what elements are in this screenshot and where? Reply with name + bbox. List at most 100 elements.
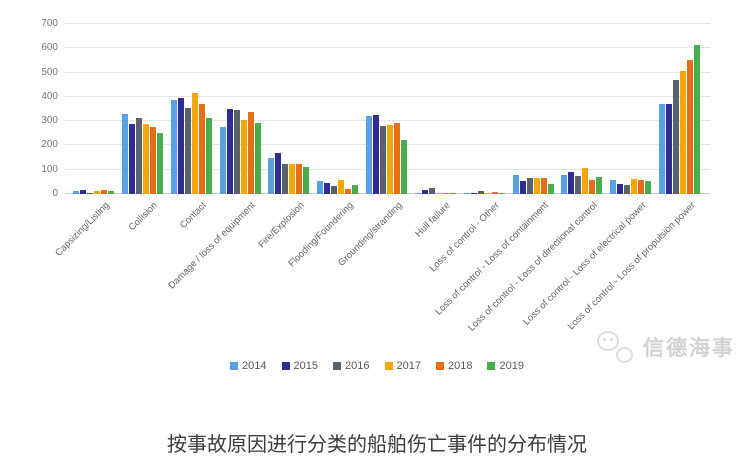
legend-swatch bbox=[230, 362, 239, 370]
watermark-logo-icon bbox=[597, 329, 635, 365]
bar-2018 bbox=[394, 123, 400, 194]
bar-2014 bbox=[268, 157, 275, 194]
bar-group bbox=[561, 24, 603, 194]
y-tick-label: 300 bbox=[41, 115, 58, 127]
x-tick-label: Damage / loss of equipment bbox=[166, 200, 258, 292]
bar-2018 bbox=[687, 60, 693, 194]
y-tick-label: 100 bbox=[41, 163, 58, 175]
bar-2016 bbox=[526, 178, 533, 194]
x-tick-label: Fire/Explosion bbox=[256, 200, 307, 251]
bar-group bbox=[414, 24, 456, 194]
bar-2017 bbox=[435, 192, 442, 194]
bar-2014 bbox=[659, 104, 665, 194]
bar-2019 bbox=[205, 117, 212, 194]
bar-2017 bbox=[582, 168, 589, 194]
legend-swatch bbox=[487, 362, 496, 370]
bar-2015 bbox=[128, 123, 135, 194]
y-tick-label: 600 bbox=[41, 42, 58, 54]
bar-2017 bbox=[680, 71, 686, 194]
legend-label: 2019 bbox=[499, 360, 524, 372]
bar-2016 bbox=[233, 110, 240, 194]
y-tick-label: 0 bbox=[52, 188, 58, 199]
x-tick-label: Collision bbox=[126, 200, 161, 234]
watermark: 信德海事 bbox=[597, 329, 735, 365]
bar-2019 bbox=[547, 184, 554, 194]
bar-2014 bbox=[219, 126, 226, 194]
plot-area bbox=[65, 23, 710, 194]
bar-2018 bbox=[101, 190, 107, 194]
bar-2019 bbox=[596, 177, 603, 194]
bar-2014 bbox=[73, 191, 79, 194]
gridline-700 bbox=[65, 23, 710, 24]
bar-2014 bbox=[463, 193, 470, 194]
bar-2019 bbox=[108, 190, 114, 194]
bar-2015 bbox=[373, 115, 379, 194]
chart-caption: 按事故原因进行分类的船舶伤亡事件的分布情况 bbox=[167, 434, 587, 456]
bar-2014 bbox=[610, 179, 617, 194]
bar-2017 bbox=[533, 177, 540, 194]
bar-2019 bbox=[352, 184, 359, 194]
x-tick-label: Contact bbox=[177, 200, 209, 231]
bar-2014 bbox=[366, 116, 372, 194]
bar-2019 bbox=[401, 139, 407, 194]
bar-2018 bbox=[638, 180, 645, 194]
legend-label: 2018 bbox=[447, 360, 473, 372]
bar-group bbox=[219, 24, 261, 194]
bar-2015 bbox=[177, 97, 184, 194]
legend-swatch bbox=[333, 362, 342, 370]
bar-2017 bbox=[338, 180, 345, 194]
bar-group bbox=[121, 24, 163, 194]
bar-2017 bbox=[191, 92, 198, 194]
bar-2019 bbox=[303, 167, 310, 194]
gridline-600 bbox=[65, 47, 710, 49]
legend-label: 2016 bbox=[345, 360, 370, 372]
legend-swatch bbox=[281, 362, 290, 370]
bar-2019 bbox=[645, 181, 652, 194]
bar-group bbox=[366, 24, 407, 194]
legend-item-2018: 2018 bbox=[435, 360, 473, 372]
y-tick-label: 700 bbox=[41, 18, 58, 29]
bar-2014 bbox=[512, 175, 519, 194]
bar-2014 bbox=[317, 181, 324, 194]
y-tick-label: 400 bbox=[41, 90, 58, 102]
bar-2016 bbox=[575, 175, 582, 194]
bar-2014 bbox=[121, 114, 128, 194]
bar-2016 bbox=[135, 118, 142, 194]
bar-2016 bbox=[87, 192, 93, 194]
bar-2017 bbox=[289, 163, 296, 194]
watermark-text: 信德海事 bbox=[643, 337, 735, 360]
bar-2017 bbox=[142, 124, 149, 194]
bar-2018 bbox=[247, 112, 254, 194]
bar-group bbox=[268, 24, 310, 194]
bar-group bbox=[73, 24, 114, 194]
bar-group bbox=[659, 24, 700, 194]
legend-item-2016: 2016 bbox=[333, 360, 370, 372]
bar-group bbox=[317, 24, 359, 194]
legend-label: 2017 bbox=[396, 360, 421, 372]
legend: 2014 2015 2016 2017 2018 2019 bbox=[0, 360, 754, 372]
bar-2018 bbox=[442, 193, 449, 194]
bar-2019 bbox=[254, 122, 261, 194]
bar-2019 bbox=[498, 193, 505, 194]
bar-2015 bbox=[519, 180, 526, 194]
bar-2017 bbox=[387, 124, 393, 194]
bar-2018 bbox=[540, 178, 547, 194]
bar-2018 bbox=[345, 188, 352, 194]
x-tick-label: Hull failure bbox=[413, 200, 454, 240]
y-tick-label: 200 bbox=[41, 139, 58, 151]
bar-2015 bbox=[80, 190, 86, 194]
legend-label: 2014 bbox=[242, 360, 267, 372]
bar-2016 bbox=[331, 185, 338, 194]
bar-2015 bbox=[324, 182, 331, 194]
legend-item-2019: 2019 bbox=[487, 360, 524, 372]
x-tick-label: Capsizing/Listing bbox=[52, 200, 112, 259]
bar-2016 bbox=[624, 184, 631, 194]
bar-2017 bbox=[484, 192, 491, 194]
bar-group bbox=[610, 24, 652, 194]
bar-2014 bbox=[170, 100, 177, 194]
bar-2019 bbox=[156, 133, 163, 194]
x-axis-labels: Capsizing/Listing Collision Contact Damage … bbox=[53, 198, 710, 338]
bar-2016 bbox=[184, 107, 191, 194]
y-tick-label: 500 bbox=[41, 66, 58, 78]
bar-2015 bbox=[421, 190, 428, 194]
